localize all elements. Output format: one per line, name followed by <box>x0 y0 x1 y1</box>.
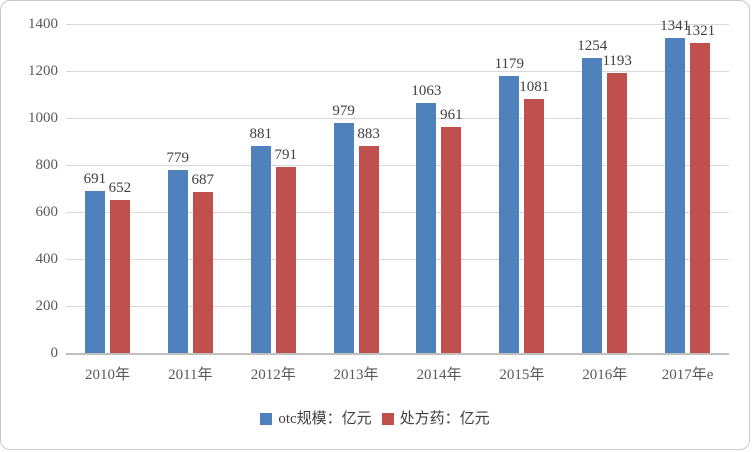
bar-series1-2016年 <box>582 58 603 353</box>
data-label: 779 <box>166 149 190 166</box>
data-label: 979 <box>332 102 355 119</box>
bar-series2-2013年 <box>358 145 379 353</box>
data-label: 687 <box>191 171 215 188</box>
data-label: 791 <box>274 147 297 164</box>
gridline <box>66 306 729 307</box>
bar-series2-2010年 <box>109 199 130 353</box>
y-axis-tick-label: 400 <box>35 251 59 267</box>
gridline <box>66 24 729 25</box>
gridline <box>66 165 729 166</box>
data-label: 1063 <box>411 83 442 100</box>
data-label: 961 <box>440 107 463 124</box>
data-label: 1179 <box>494 55 525 72</box>
x-axis-tick-label: 2016年 <box>582 367 628 383</box>
bar-series2-2014年 <box>441 127 462 353</box>
data-label: 691 <box>83 170 107 187</box>
x-axis-tick-label: 2013年 <box>333 367 379 383</box>
y-axis-tick-label: 1400 <box>28 16 58 32</box>
y-axis-tick-label: 600 <box>35 204 59 220</box>
data-label: 881 <box>249 126 272 142</box>
bar-series2-2015年 <box>524 99 545 353</box>
y-axis-tick-label: 800 <box>35 157 59 173</box>
x-axis-tick-label: 2010年 <box>84 367 130 383</box>
bar-series1-2010年 <box>84 190 105 353</box>
legend-item-series1: otc规模：亿元 <box>260 410 372 428</box>
x-axis-tick-label: 2017年e <box>661 367 714 383</box>
bar-series1-2017年e <box>665 37 686 353</box>
bar-series2-2016年 <box>607 72 628 353</box>
legend-swatch-icon <box>260 413 273 425</box>
y-axis-tick-label: 200 <box>35 298 59 314</box>
gridline <box>66 259 729 260</box>
bar-series1-2015年 <box>499 75 520 353</box>
data-label: 1254 <box>577 38 608 55</box>
x-axis-tick-label: 2014年 <box>416 367 462 383</box>
legend-swatch-icon <box>381 413 394 425</box>
y-axis-tick-label: 1000 <box>28 110 58 126</box>
x-axis-line <box>66 353 729 355</box>
legend: otc规模：亿元 处方药：亿元 <box>1 410 749 428</box>
gridline <box>66 212 729 213</box>
bar-series1-2011年 <box>167 169 188 353</box>
data-label: 1321 <box>685 22 716 39</box>
gridline <box>66 118 729 119</box>
bar-series1-2013年 <box>333 122 354 353</box>
bar-series2-2011年 <box>192 191 213 353</box>
bar-series1-2012年 <box>250 146 271 353</box>
bar-series1-2014年 <box>416 103 437 353</box>
data-label: 1193 <box>602 52 632 69</box>
legend-label: 处方药：亿元 <box>399 411 490 427</box>
x-axis-tick-label: 2015年 <box>499 367 545 383</box>
x-axis-tick-label: 2012年 <box>250 367 296 383</box>
y-axis-tick-label: 1200 <box>28 63 58 79</box>
x-axis-tick-label: 2011年 <box>168 367 213 383</box>
data-label: 652 <box>108 179 132 196</box>
gridline <box>66 71 729 72</box>
data-label: 1081 <box>519 79 550 95</box>
bar-series2-2012年 <box>275 167 296 353</box>
legend-label: otc规模：亿元 <box>278 411 372 427</box>
legend-item-series2: 处方药：亿元 <box>381 410 490 428</box>
bar-series2-2017年e <box>690 42 711 353</box>
data-label: 883 <box>357 125 380 142</box>
data-label: 1341 <box>660 17 691 34</box>
y-axis-tick-label: 0 <box>50 345 59 361</box>
